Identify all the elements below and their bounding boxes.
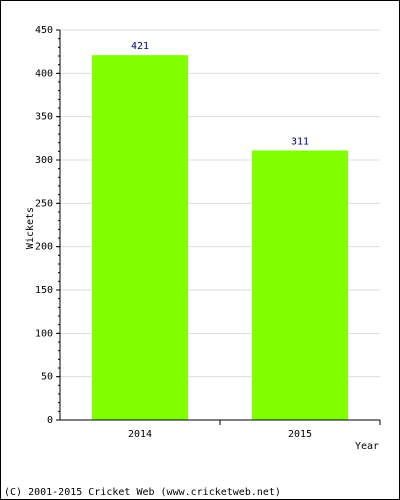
y-tick-label: 0 bbox=[47, 415, 53, 426]
labels: 0 50 100 150 200 250 300 350 400 450 421 2014 311 201… bbox=[35, 25, 312, 440]
y-tick-label: 50 bbox=[41, 372, 53, 383]
y-tick-label: 450 bbox=[35, 25, 53, 36]
bars bbox=[92, 55, 348, 421]
y-tick-label: 400 bbox=[35, 68, 53, 79]
x-tick-label-2015: 2015 bbox=[288, 429, 312, 440]
axes bbox=[56, 29, 381, 425]
x-tick-label-2014: 2014 bbox=[128, 429, 152, 440]
copyright-text: (C) 2001-2015 Cricket Web (www.cricketwe… bbox=[4, 487, 281, 498]
y-tick-label: 100 bbox=[35, 328, 53, 339]
y-tick-label: 300 bbox=[35, 155, 53, 166]
y-tick-label: 350 bbox=[35, 112, 53, 123]
y-axis-title: Wickets bbox=[25, 207, 36, 249]
bar-2014 bbox=[92, 55, 188, 421]
y-tick-label: 200 bbox=[35, 242, 53, 253]
data-label-2015: 311 bbox=[291, 136, 309, 147]
y-tick-label: 150 bbox=[35, 285, 53, 296]
bar-2015 bbox=[252, 150, 348, 420]
x-axis-title: Year bbox=[355, 441, 379, 452]
data-label-2014: 421 bbox=[131, 41, 149, 52]
y-tick-label: 250 bbox=[35, 198, 53, 209]
